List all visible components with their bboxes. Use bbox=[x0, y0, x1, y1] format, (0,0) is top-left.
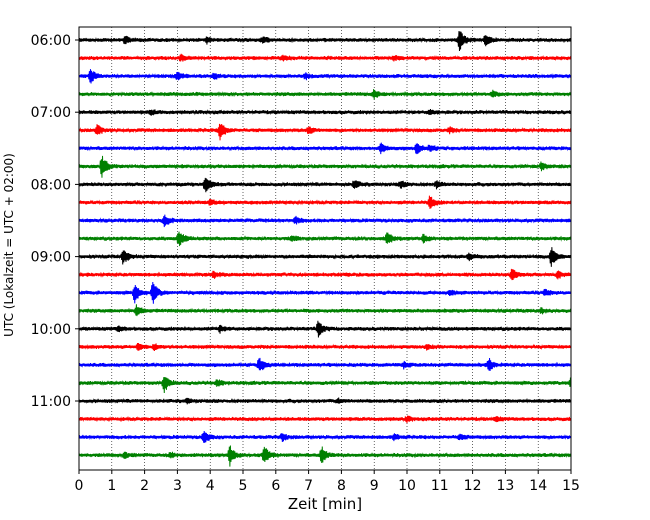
trace-0800 bbox=[78, 177, 572, 193]
x-tick-label: 15 bbox=[562, 478, 580, 494]
trace-0915 bbox=[78, 268, 572, 281]
x-axis-ticks: 0 1 2 3 4 5 6 7 8 9 10 11 12 13 14 15 bbox=[75, 470, 580, 494]
trace-0615 bbox=[78, 53, 572, 62]
trace-0630 bbox=[78, 69, 572, 84]
x-tick-label: 5 bbox=[239, 478, 248, 494]
x-tick-label: 10 bbox=[398, 478, 416, 494]
trace-0845 bbox=[78, 231, 572, 247]
x-tick-label: 3 bbox=[173, 478, 182, 494]
trace-0745 bbox=[78, 155, 572, 178]
trace-0730 bbox=[78, 142, 572, 155]
x-tick-label: 1 bbox=[107, 478, 116, 494]
plot-frame bbox=[78, 26, 572, 471]
y-tick-label: 07:00 bbox=[31, 105, 71, 121]
x-tick-label: 9 bbox=[370, 478, 379, 494]
trace-1030 bbox=[78, 357, 572, 372]
y-tick-label: 10:00 bbox=[31, 322, 71, 338]
x-tick-label: 2 bbox=[140, 478, 149, 494]
trace-0930 bbox=[78, 281, 572, 304]
trace-1015 bbox=[78, 343, 572, 352]
x-tick-label: 14 bbox=[529, 478, 547, 494]
trace-group bbox=[78, 31, 572, 467]
trace-1115 bbox=[78, 415, 572, 424]
trace-0830 bbox=[78, 214, 572, 228]
trace-0945 bbox=[78, 304, 572, 317]
trace-1000 bbox=[78, 320, 572, 338]
x-tick-label: 13 bbox=[496, 478, 514, 494]
y-tick-label: 11:00 bbox=[31, 394, 71, 410]
y-tick-label: 08:00 bbox=[31, 177, 71, 193]
trace-1130 bbox=[78, 430, 572, 443]
y-tick-label: 06:00 bbox=[31, 33, 71, 49]
y-axis-label: UTC (Lokalzeit = UTC + 02:00) bbox=[2, 153, 16, 337]
x-tick-label: 4 bbox=[206, 478, 215, 494]
trace-0900 bbox=[78, 247, 572, 267]
trace-1145 bbox=[78, 445, 572, 467]
grid-lines bbox=[111, 27, 539, 470]
x-tick-label: 0 bbox=[75, 478, 84, 494]
trace-0715 bbox=[78, 123, 572, 141]
y-tick-label: 09:00 bbox=[31, 250, 71, 266]
x-tick-label: 12 bbox=[464, 478, 482, 494]
trace-0700 bbox=[78, 109, 572, 116]
x-tick-label: 6 bbox=[271, 478, 280, 494]
y-axis-ticks: 06:00 07:00 08:00 09:00 10:00 11:00 bbox=[31, 33, 79, 410]
x-tick-label: 11 bbox=[431, 478, 449, 494]
trace-0600 bbox=[78, 31, 572, 51]
x-tick-label: 7 bbox=[304, 478, 313, 494]
trace-0645 bbox=[78, 89, 572, 100]
trace-1045 bbox=[78, 376, 572, 394]
trace-1100 bbox=[78, 397, 572, 405]
trace-0815 bbox=[78, 195, 572, 209]
x-axis-label: Zeit [min] bbox=[288, 495, 362, 513]
x-tick-label: 8 bbox=[337, 478, 346, 494]
